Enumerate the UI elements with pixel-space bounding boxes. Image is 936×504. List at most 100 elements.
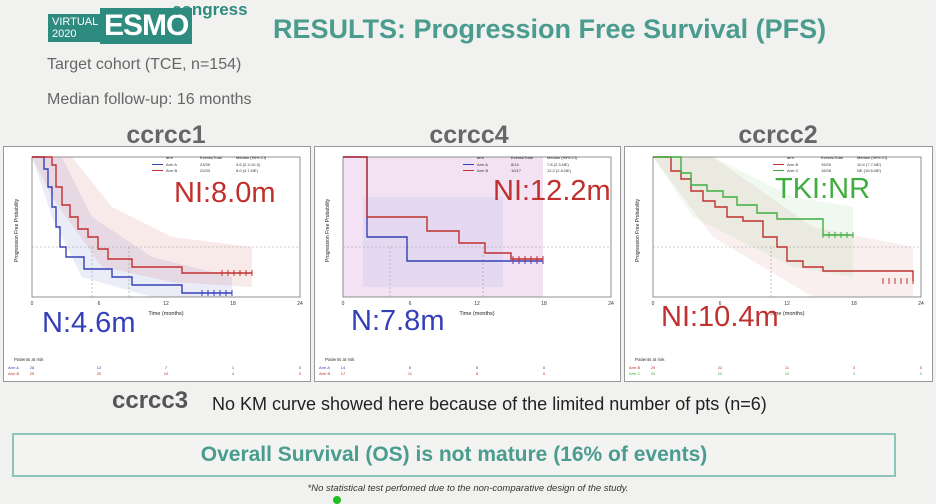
plot-area: [652, 156, 922, 298]
overall-survival-message: Overall Survival (OS) is not mature (16%…: [200, 443, 708, 466]
x-tick-label: 0: [31, 301, 34, 307]
risk-count: 1: [232, 365, 235, 370]
risk-count: 17: [341, 371, 346, 376]
median-pfs-callout: NI:10.4m: [661, 301, 779, 333]
ccrcc3-note: No KM curve showed here because of the l…: [212, 394, 767, 414]
x-axis-label: Time (months): [459, 311, 494, 317]
risk-count: 29: [651, 365, 656, 370]
km-plot-ccrcc1: 0 6 12 18 24 Time (months) Progression Free Pr…: [3, 146, 311, 382]
risk-count: 14: [341, 365, 346, 370]
median-pfs-callout: NI:12.2m: [493, 175, 611, 207]
plot-frame: [31, 156, 301, 298]
risk-count: 0: [299, 365, 302, 370]
legend-median: 7.8 (2.3-NE): [547, 162, 569, 167]
x-tick-label: 0: [342, 301, 345, 307]
km-curve: [32, 156, 252, 274]
risk-count: 11: [408, 371, 413, 376]
median-pfs-callout: NI:8.0m: [174, 177, 276, 209]
legend-header-events: Events/Total: [200, 155, 222, 160]
risk-count: 12: [97, 365, 102, 370]
legend-events: 22/33: [200, 168, 211, 173]
ccrcc3-title: ccrcc3: [112, 387, 189, 414]
logo-congress-text: congress: [172, 0, 248, 19]
legend-events: 8/14: [511, 162, 520, 167]
x-tick-label: 24: [918, 301, 924, 307]
risk-count: 11: [785, 365, 790, 370]
x-tick-label: 24: [608, 301, 614, 307]
risk-count: 20: [718, 371, 723, 376]
risk-row-arm: Arm B: [319, 371, 330, 376]
km-plot-svg: 0 6 12 18 24 Time (months) Progression Free Pr…: [8, 155, 303, 376]
legend-header-arm: arm: [787, 155, 795, 160]
risk-row-arm: Arm C: [629, 371, 640, 376]
x-tick-label: 0: [652, 301, 655, 307]
logo-virtual-text: VIRTUAL: [52, 16, 99, 28]
risk-count: 10: [164, 371, 169, 376]
footnote: *No statistical test perfomed due to the…: [307, 483, 629, 494]
legend-arm: Arm A: [477, 162, 488, 167]
target-cohort-text: Target cohort (TCE, n=154): [47, 56, 242, 73]
median-pfs-callout: N:7.8m: [351, 305, 445, 337]
legend-header-median: Median (95% CI): [857, 155, 888, 160]
legend-median: 10.4 (7.7-NE): [857, 162, 882, 167]
legend-events: 15/28: [821, 168, 832, 173]
legend-arm: Arm B: [787, 162, 798, 167]
risk-count: 0: [920, 365, 923, 370]
plot-frame: [652, 156, 922, 298]
plot-frame: [342, 156, 612, 298]
km-curve: [653, 156, 914, 281]
legend-median: 12.2 (2.5-NE): [547, 168, 572, 173]
median-pfs-callout: N:4.6m: [42, 307, 136, 339]
x-axis-label: Time (months): [148, 311, 183, 317]
legend-events: 23/39: [200, 162, 211, 167]
esmo-virtual-logo: VIRTUAL 2020 ESMO congress: [48, 0, 248, 44]
legend-events: 10/17: [511, 168, 522, 173]
x-tick-label: 12: [163, 301, 169, 307]
x-tick-label: 12: [474, 301, 480, 307]
x-axis-label: Time (months): [769, 311, 804, 317]
risk-count: 15: [785, 371, 790, 376]
confidence-band: [32, 157, 232, 297]
overall-survival-message-box: Overall Survival (OS) is not mature (16%…: [12, 433, 896, 477]
confidence-band: [363, 197, 503, 287]
risk-count: 6: [409, 365, 412, 370]
risk-row-arm: Arm B: [8, 371, 19, 376]
risk-table-title: Patients at risk: [14, 357, 44, 362]
legend-header-median: Median (95% CI): [547, 155, 578, 160]
x-tick-label: 24: [297, 301, 303, 307]
legend-arm: Arm A: [166, 162, 177, 167]
km-plot-ccrcc2: 0 6 12 18 24 Time (months) Progression Free Pr…: [624, 146, 933, 382]
y-axis-label: Progression Free Probability: [325, 198, 331, 262]
x-tick-label: 18: [851, 301, 857, 307]
km-plot-svg: 0 6 12 18 24 Time (months) Progression Free Pr…: [319, 155, 614, 376]
risk-row-arm: Arm A: [319, 365, 330, 370]
x-tick-label: 6: [719, 301, 722, 307]
km-plot-ccrcc4: 0 6 12 18 24 Time (months) Progression Free Pr…: [314, 146, 621, 382]
panel-title-ccrcc4: ccrcc4: [429, 121, 509, 149]
legend-median: NE (10.5-NE): [857, 168, 882, 173]
risk-count: 20: [97, 371, 102, 376]
legend-arm: Arm B: [166, 168, 177, 173]
median-pfs-callout: TKI:NR: [775, 173, 871, 205]
risk-count: 0: [543, 371, 546, 376]
y-axis-label: Progression Free Probability: [14, 198, 20, 262]
risk-count: 8: [476, 371, 479, 376]
legend-events: 19/29: [821, 162, 832, 167]
panel-title-ccrcc2: ccrcc2: [738, 121, 818, 149]
km-plot-svg: 0 6 12 18 24 Time (months) Progression Free Pr…: [629, 155, 924, 376]
risk-count: 22: [718, 365, 723, 370]
risk-count: 0: [920, 371, 923, 376]
km-curve: [32, 156, 232, 294]
x-tick-label: 12: [784, 301, 790, 307]
legend-header-events: Events/Total: [511, 155, 533, 160]
x-tick-label: 18: [541, 301, 547, 307]
confidence-band: [32, 157, 252, 287]
x-tick-label: 6: [98, 301, 101, 307]
slide-title: RESULTS: Progression Free Survival (PFS): [273, 14, 827, 44]
pointer-dot: [333, 496, 341, 504]
risk-count: 4: [232, 371, 235, 376]
risk-count: 0: [299, 371, 302, 376]
risk-row-arm: Arm A: [8, 365, 19, 370]
confidence-band: [343, 157, 543, 297]
legend-header-arm: arm: [166, 155, 174, 160]
